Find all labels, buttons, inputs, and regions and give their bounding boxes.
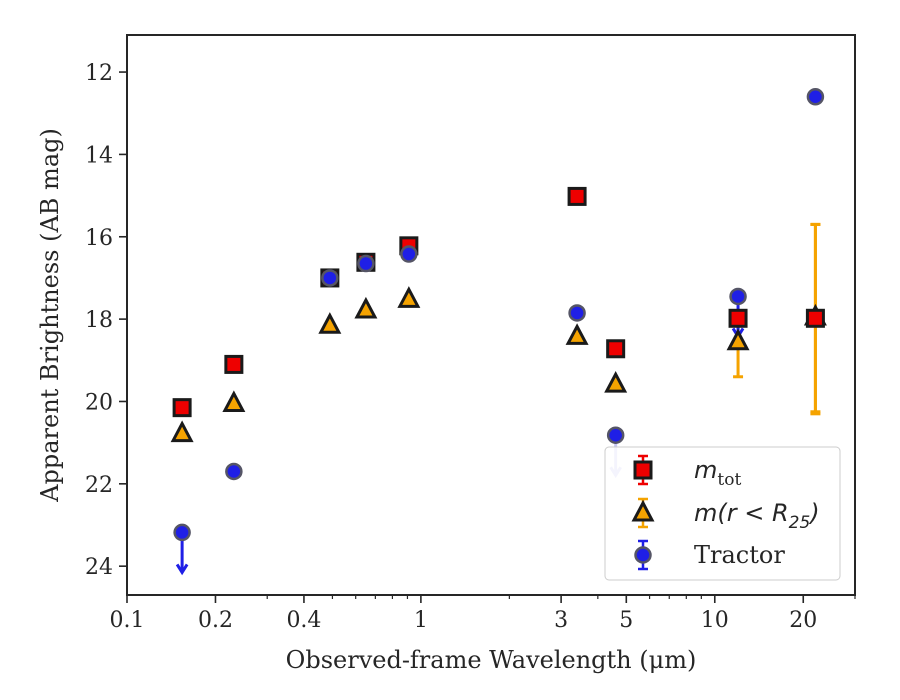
legend: mtot m(r < R25) Tractor <box>604 446 841 581</box>
plot-area <box>170 88 827 576</box>
axes-frame <box>126 34 856 596</box>
x-tick-label: 1 <box>414 608 428 633</box>
square-point <box>728 308 748 328</box>
y-tick-label: 14 <box>85 143 113 168</box>
square-point <box>567 186 587 206</box>
square-point <box>606 339 626 359</box>
legend-label: Tractor <box>694 541 785 569</box>
triangle-point <box>222 390 246 413</box>
circle-point <box>806 88 825 106</box>
y-tick-label: 12 <box>85 61 113 86</box>
x-tick-label: 20 <box>789 608 817 633</box>
circle-point <box>568 304 586 322</box>
circle-point <box>321 269 339 287</box>
triangle-point <box>170 420 194 443</box>
circle-point <box>729 287 747 306</box>
y-axis-label: Apparent Brightness (AB mag) <box>36 128 64 503</box>
y-tick-label: 20 <box>85 390 113 415</box>
triangle-point <box>604 370 628 393</box>
circle-point <box>225 462 243 481</box>
legend-triangle-marker <box>631 499 655 522</box>
x-axis-label: Observed-frame Wavelength (μm) <box>286 646 697 674</box>
axis-ticks: 0.1 0.2 0.4 1 3 5 10 20 12 14 16 18 20 22 24 <box>85 61 856 633</box>
circle-point <box>606 426 625 444</box>
y-tick-label: 24 <box>85 555 113 580</box>
square-point <box>224 354 244 374</box>
upper-limit-arrowhead <box>175 563 189 576</box>
circle-point <box>173 523 191 542</box>
y-tick-label: 16 <box>85 226 113 251</box>
triangle-point <box>318 312 342 334</box>
legend-circle-marker <box>634 546 652 564</box>
square-point <box>805 308 825 328</box>
legend-label: mtot <box>694 456 741 490</box>
legend-label: m(r < R25) <box>694 499 820 533</box>
y-tick-label: 22 <box>85 473 113 498</box>
circle-point <box>400 245 418 263</box>
circle-point <box>357 254 375 273</box>
square-point <box>172 398 192 418</box>
x-tick-label: 0.2 <box>198 608 233 633</box>
legend-box <box>604 446 841 581</box>
triangle-point <box>565 323 589 345</box>
triangle-point <box>726 328 750 351</box>
y-tick-label: 18 <box>85 308 113 333</box>
legend-square-marker <box>633 460 653 480</box>
x-tick-label: 3 <box>554 608 568 633</box>
x-tick-label: 0.4 <box>286 608 321 633</box>
x-tick-label: 5 <box>619 608 633 633</box>
x-tick-label: 10 <box>701 608 729 633</box>
triangle-point <box>354 296 378 319</box>
triangle-point <box>397 286 421 308</box>
x-tick-label: 0.1 <box>110 608 145 633</box>
